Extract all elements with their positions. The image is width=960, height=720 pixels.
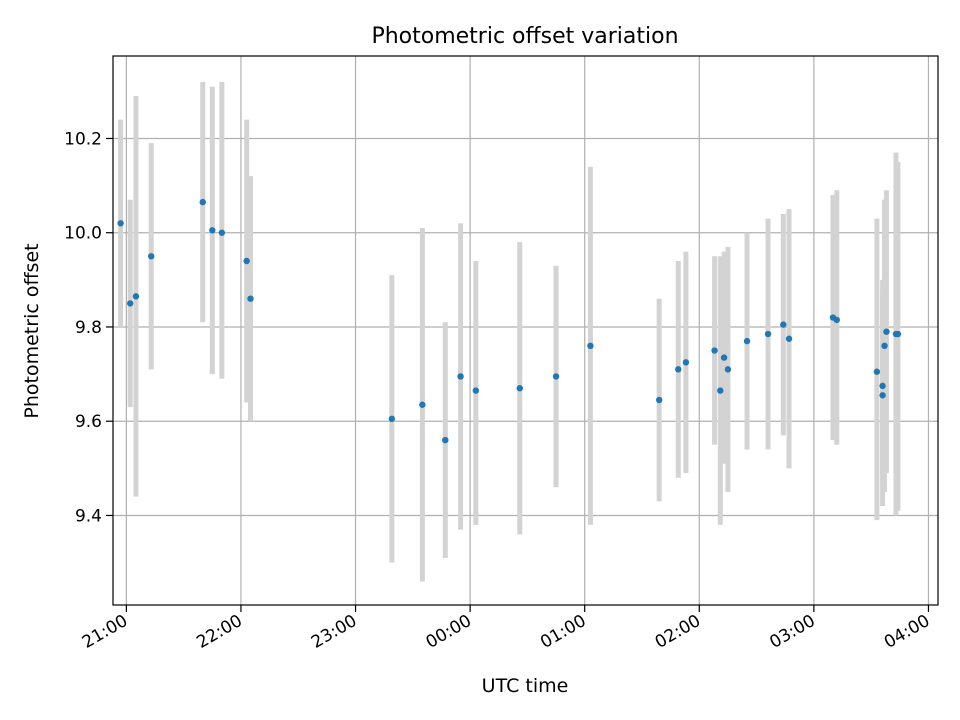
data-point xyxy=(785,335,793,342)
y-tick-label: 10.2 xyxy=(64,129,102,149)
data-point xyxy=(457,373,464,380)
data-point xyxy=(879,392,886,399)
data-point xyxy=(472,387,480,394)
data-point xyxy=(218,229,226,236)
data-point xyxy=(717,387,724,394)
data-point xyxy=(209,227,216,234)
y-tick-label: 10.0 xyxy=(64,224,102,244)
y-tick-label: 9.6 xyxy=(75,412,102,432)
data-point xyxy=(780,321,787,328)
data-points xyxy=(117,198,902,444)
data-point xyxy=(743,337,751,345)
data-point xyxy=(894,330,902,338)
data-point xyxy=(419,401,426,408)
data-point xyxy=(147,253,155,260)
chart-title: Photometric offset variation xyxy=(371,24,678,49)
data-point xyxy=(879,382,886,390)
data-point xyxy=(388,415,396,423)
y-tick-label: 9.4 xyxy=(75,506,102,526)
data-point xyxy=(442,436,449,444)
data-point xyxy=(199,198,206,206)
data-point xyxy=(873,368,881,375)
data-point xyxy=(675,366,682,373)
data-point xyxy=(117,220,124,227)
data-point xyxy=(764,330,772,338)
data-point xyxy=(126,300,134,307)
data-point xyxy=(247,295,254,302)
data-point xyxy=(587,342,594,350)
y-axis-label: Photometric offset xyxy=(21,243,43,418)
y-tick-label: 9.8 xyxy=(75,318,102,338)
data-point xyxy=(682,359,690,366)
data-point xyxy=(881,342,888,350)
data-point xyxy=(516,385,523,392)
data-point xyxy=(655,396,663,404)
data-point xyxy=(720,354,728,361)
data-point xyxy=(833,316,840,324)
x-axis-label: UTC time xyxy=(482,675,569,697)
data-point xyxy=(552,373,560,380)
data-point xyxy=(243,257,250,265)
data-point xyxy=(711,347,718,354)
plot-area-frame xyxy=(112,55,939,606)
data-point xyxy=(883,328,890,335)
data-point xyxy=(132,293,140,300)
data-point xyxy=(724,366,732,373)
